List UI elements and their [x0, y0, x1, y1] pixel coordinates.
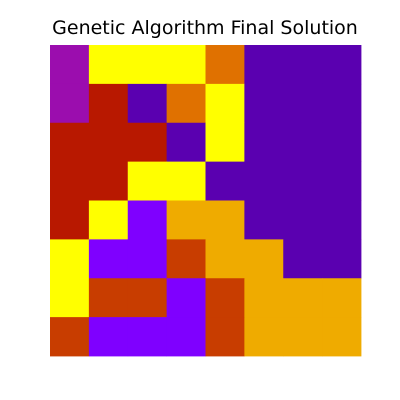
heatmap-cell-r0-c1 — [88, 45, 129, 85]
heatmap-cell-r0-c0 — [50, 45, 90, 85]
heatmap-cell-r4-c5 — [244, 200, 284, 240]
heatmap-cell-r6-c2 — [127, 278, 168, 318]
heatmap-cell-r5-c1 — [88, 239, 129, 279]
heatmap-cell-r3-c4 — [205, 161, 245, 201]
heatmap-cell-r3-c6 — [283, 161, 323, 201]
heatmap-cell-r5-c7 — [322, 239, 362, 279]
heatmap-cell-r1-c6 — [283, 83, 323, 124]
heatmap-cell-r6-c7 — [322, 278, 362, 318]
heatmap-cell-r1-c1 — [88, 83, 129, 124]
heatmap-cell-r6-c0 — [50, 278, 90, 318]
heatmap-cell-r5-c6 — [283, 239, 323, 279]
heatmap-cell-r0-c5 — [244, 45, 284, 85]
heatmap-cell-r1-c3 — [166, 83, 206, 124]
heatmap-cell-r2-c3 — [166, 122, 206, 163]
heatmap-cell-r0-c6 — [283, 45, 323, 85]
heatmap-cell-r3-c5 — [244, 161, 284, 201]
heatmap-cell-r3-c7 — [322, 161, 362, 201]
heatmap-cell-r2-c6 — [283, 122, 323, 163]
heatmap-cell-r3-c2 — [127, 161, 168, 201]
heatmap-cell-r2-c7 — [322, 122, 362, 163]
heatmap-cell-r2-c2 — [127, 122, 168, 163]
heatmap-cell-r7-c5 — [244, 317, 284, 357]
heatmap-cell-r6-c6 — [283, 278, 323, 318]
heatmap-cell-r0-c7 — [322, 45, 362, 85]
heatmap-cell-r7-c2 — [127, 317, 168, 357]
heatmap-cell-r5-c0 — [50, 239, 90, 279]
heatmap-cell-r2-c0 — [50, 122, 90, 163]
heatmap-cell-r2-c5 — [244, 122, 284, 163]
heatmap-cell-r1-c2 — [127, 83, 168, 124]
heatmap-cell-r7-c6 — [283, 317, 323, 357]
heatmap-cell-r1-c5 — [244, 83, 284, 124]
heatmap-cell-r5-c5 — [244, 239, 284, 279]
heatmap-cell-r2-c4 — [205, 122, 245, 163]
heatmap-cell-r5-c3 — [166, 239, 206, 279]
heatmap-cell-r3-c3 — [166, 161, 206, 201]
heatmap-cell-r5-c4 — [205, 239, 245, 279]
heatmap-cell-r4-c0 — [50, 200, 90, 240]
heatmap-cell-r1-c0 — [50, 83, 90, 124]
heatmap-cell-r0-c2 — [127, 45, 168, 85]
heatmap-cells — [50, 45, 362, 357]
heatmap-cell-r4-c6 — [283, 200, 323, 240]
heatmap-cell-r5-c2 — [127, 239, 168, 279]
heatmap-cell-r0-c4 — [205, 45, 245, 85]
heatmap-cell-r7-c3 — [166, 317, 206, 357]
heatmap-cell-r1-c4 — [205, 83, 245, 124]
heatmap-cell-r4-c2 — [127, 200, 168, 240]
heatmap-cell-r6-c5 — [244, 278, 284, 318]
heatmap-cell-r7-c0 — [50, 317, 90, 357]
heatmap-cell-r1-c7 — [322, 83, 362, 124]
heatmap-cell-r6-c4 — [205, 278, 245, 318]
heatmap-cell-r6-c3 — [166, 278, 206, 318]
heatmap-cell-r7-c4 — [205, 317, 245, 357]
heatmap-cell-r0-c3 — [166, 45, 206, 85]
heatmap-cell-r4-c7 — [322, 200, 362, 240]
heatmap-cell-r4-c3 — [166, 200, 206, 240]
heatmap-cell-r7-c1 — [88, 317, 129, 357]
chart-title: Genetic Algorithm Final Solution — [52, 17, 358, 39]
heatmap-cell-r3-c1 — [88, 161, 129, 201]
heatmap-cell-r4-c4 — [205, 200, 245, 240]
heatmap-cell-r2-c1 — [88, 122, 129, 163]
heatmap-cell-r3-c0 — [50, 161, 90, 201]
heatmap-cell-r4-c1 — [88, 200, 129, 240]
heatmap-cell-r6-c1 — [88, 278, 129, 318]
heatmap-cell-r7-c7 — [322, 317, 362, 357]
